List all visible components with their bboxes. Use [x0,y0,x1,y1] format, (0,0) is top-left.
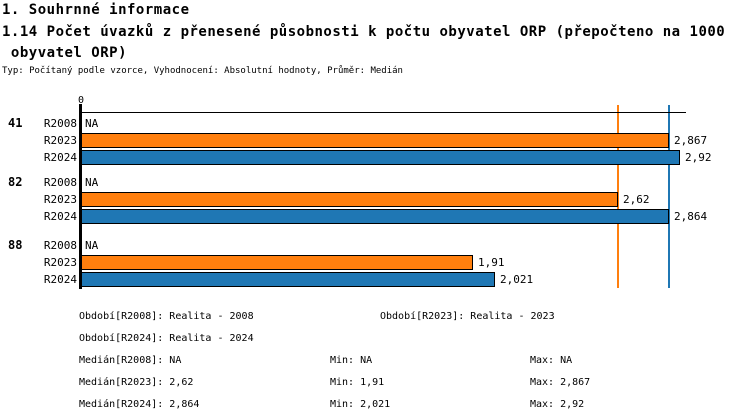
bar-88-R2023 [80,255,473,270]
legend-min-R2024: Min: 2,021 [330,399,391,410]
legend-max-R2023: Max: 2,867 [530,377,591,388]
group-label-88: 88 [8,238,23,252]
chart-meta-line: Typ: Počítaný podle vzorce, Vyhodnocení:… [2,66,403,76]
row-label-41-R2024: R2024 [43,151,77,164]
row-label-88-R2023: R2023 [43,256,77,269]
legend-max-R2024: Max: 2,92 [530,399,585,410]
row-label-88-R2024: R2024 [43,273,77,286]
bar-41-R2024 [80,150,680,165]
row-label-82-R2023: R2023 [43,193,77,206]
legend-period-R2023: Období[R2023]: Realita - 2023 [380,311,555,322]
bar-88-R2024 [80,272,495,287]
bar-value-88-R2023: 1,91 [478,256,505,269]
ref-line-median-R2024 [668,105,670,288]
row-label-82-R2024: R2024 [43,210,77,223]
legend-median-R2023: Medián[R2023]: 2,62 [79,377,194,388]
group-label-41: 41 [8,116,23,130]
indicator-title-line2: obyvatel ORP) [2,45,128,61]
bar-value-41-R2023: 2,867 [674,134,708,147]
bar-value-82-R2023: 2,62 [623,193,650,206]
indicator-title-line1: 1.14 Počet úvazků z přenesené působnosti… [2,24,726,40]
row-label-41-R2023: R2023 [43,134,77,147]
legend-max-R2008: Max: NA [530,355,573,366]
bar-82-R2024 [80,209,669,224]
bar-chart: 0 41 R2008 NA R2023 2,867 R2024 2,92 82 R2008 NA R… [8,95,712,289]
row-label-88-R2008: R2008 [43,239,77,252]
legend-min-R2023: Min: 1,91 [330,377,385,388]
legend-period-R2008: Období[R2008]: Realita - 2008 [79,311,254,322]
na-label-88-R2008: NA [85,239,99,252]
row-label-82-R2008: R2008 [43,176,77,189]
bar-82-R2023 [80,192,618,207]
row-label-41-R2008: R2008 [43,117,77,130]
bar-value-82-R2024: 2,864 [674,210,708,223]
legend-period-R2024: Období[R2024]: Realita - 2024 [79,333,254,344]
na-label-82-R2008: NA [85,176,99,189]
na-label-41-R2008: NA [85,117,99,130]
group-label-82: 82 [8,175,23,189]
bar-41-R2023 [80,133,669,148]
bar-value-88-R2024: 2,021 [500,273,534,286]
legend-min-R2008: Min: NA [330,355,373,366]
legend-median-R2008: Medián[R2008]: NA [79,355,182,366]
bar-value-41-R2024: 2,92 [685,151,712,164]
x-axis-line [80,112,686,113]
section-title: 1. Souhrnné informace [2,2,190,18]
x-axis-zero-label: 0 [77,95,85,106]
ref-line-median-R2023 [617,105,619,288]
legend-median-R2024: Medián[R2024]: 2,864 [79,399,200,410]
y-axis-line [79,104,82,289]
